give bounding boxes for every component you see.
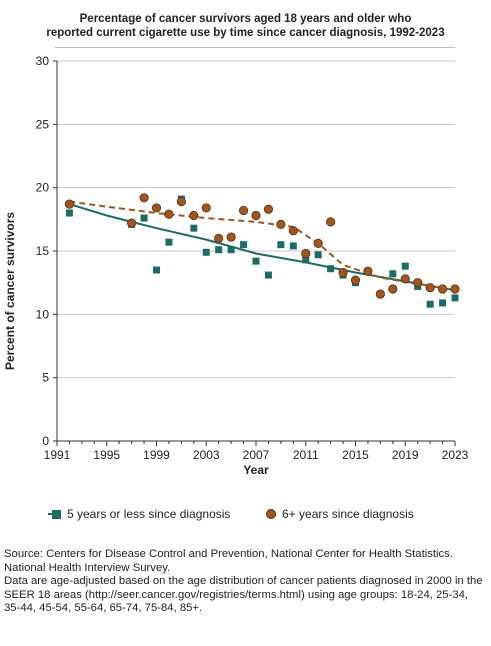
- legend-circle-marker-icon: [266, 509, 276, 519]
- data-point-square: [389, 270, 397, 278]
- y-tick-label: 15: [36, 244, 50, 258]
- legend-item-series-2: 6+ years since diagnosis: [266, 507, 414, 521]
- data-point-square: [264, 271, 272, 279]
- data-point-square: [277, 241, 285, 249]
- x-tick-label: 2015: [342, 448, 369, 462]
- data-point-circle: [139, 193, 149, 203]
- data-point-circle: [363, 266, 373, 276]
- data-point-square: [227, 246, 235, 254]
- y-tick-label: 10: [36, 307, 50, 321]
- chart-title-line-2: reported current cigarette use by time s…: [46, 27, 445, 39]
- y-tick-label: 0: [42, 434, 49, 448]
- x-tick-label: 2019: [392, 448, 419, 462]
- chart-title: Percentage of cancer survivors aged 18 y…: [20, 12, 471, 40]
- y-tick-label: 30: [36, 54, 50, 68]
- trend-line-series-2: [69, 200, 456, 292]
- legend-label-series-2: 6+ years since diagnosis: [282, 507, 414, 521]
- data-point-circle: [201, 203, 211, 213]
- legend-line-swatch-1: [48, 513, 58, 515]
- x-tick-label: 2023: [442, 448, 469, 462]
- data-point-circle: [413, 278, 423, 288]
- data-point-circle: [276, 219, 286, 229]
- data-point-circle: [238, 205, 249, 216]
- source-line-1: Source: Centers for Disease Control and …: [4, 548, 453, 574]
- y-tick-label: 25: [36, 117, 50, 131]
- data-point-square: [252, 257, 260, 265]
- data-point-square: [65, 209, 73, 217]
- data-point-circle: [313, 238, 323, 248]
- data-point-square: [439, 299, 447, 307]
- title-divider: [55, 47, 455, 48]
- y-tick-label: 20: [36, 181, 50, 195]
- data-point-square: [289, 242, 297, 250]
- data-point-square: [401, 262, 409, 270]
- data-point-circle: [251, 210, 261, 221]
- data-point-circle: [450, 284, 460, 294]
- legend-item-series-1: 5 years or less since diagnosis: [48, 507, 230, 521]
- x-tick-label: 1995: [93, 448, 120, 462]
- data-point-circle: [400, 274, 410, 284]
- trend-line-series-1: [69, 203, 456, 292]
- data-point-square: [202, 248, 210, 256]
- x-tick-label: 2007: [243, 448, 270, 462]
- data-point-square: [190, 224, 198, 232]
- data-point-circle: [326, 217, 336, 227]
- data-point-square: [165, 238, 173, 246]
- data-point-circle: [151, 203, 162, 213]
- x-tick-label: 1999: [143, 448, 170, 462]
- legend-label-series-1: 5 years or less since diagnosis: [67, 507, 231, 521]
- data-point-square: [240, 241, 248, 249]
- data-point-square: [215, 246, 223, 254]
- x-tick-label: 1991: [44, 448, 71, 462]
- x-axis-label: Year: [243, 463, 269, 477]
- data-point-circle: [189, 210, 199, 221]
- source-line-2: Data are age-adjusted based on the age d…: [4, 575, 483, 615]
- data-point-circle: [425, 283, 435, 293]
- data-point-circle: [388, 284, 398, 294]
- scatter-chart: 0 5 10 15 20 25 30 1991 1995 1999 2003 2007 2011 2015…: [3, 54, 469, 477]
- data-point-square: [327, 265, 335, 273]
- data-point-square: [451, 294, 459, 302]
- data-point-circle: [437, 284, 448, 294]
- data-point-square: [426, 300, 434, 308]
- data-point-circle: [127, 218, 137, 228]
- data-point-square: [302, 256, 310, 264]
- source-note: Source: Centers for Disease Control and …: [4, 548, 486, 616]
- data-point-square: [314, 251, 322, 259]
- data-point-circle: [176, 197, 186, 207]
- x-tick-label: 2003: [193, 448, 220, 462]
- data-point-circle: [263, 204, 274, 214]
- data-point-circle: [64, 199, 75, 209]
- data-point-square: [153, 266, 160, 274]
- data-point-circle: [338, 267, 348, 278]
- data-point-circle: [214, 233, 224, 243]
- data-point-circle: [350, 275, 361, 285]
- chart-title-line-1: Percentage of cancer survivors aged 18 y…: [79, 13, 412, 25]
- data-point-circle: [226, 232, 236, 242]
- y-axis-label: Percent of cancer survivors: [3, 212, 17, 370]
- data-point-circle: [164, 209, 174, 219]
- data-point-circle: [288, 226, 298, 236]
- data-point-circle: [301, 248, 311, 259]
- y-tick-label: 5: [42, 371, 49, 385]
- x-tick-label: 2011: [293, 448, 319, 462]
- data-point-square: [140, 214, 148, 222]
- data-point-circle: [375, 289, 385, 299]
